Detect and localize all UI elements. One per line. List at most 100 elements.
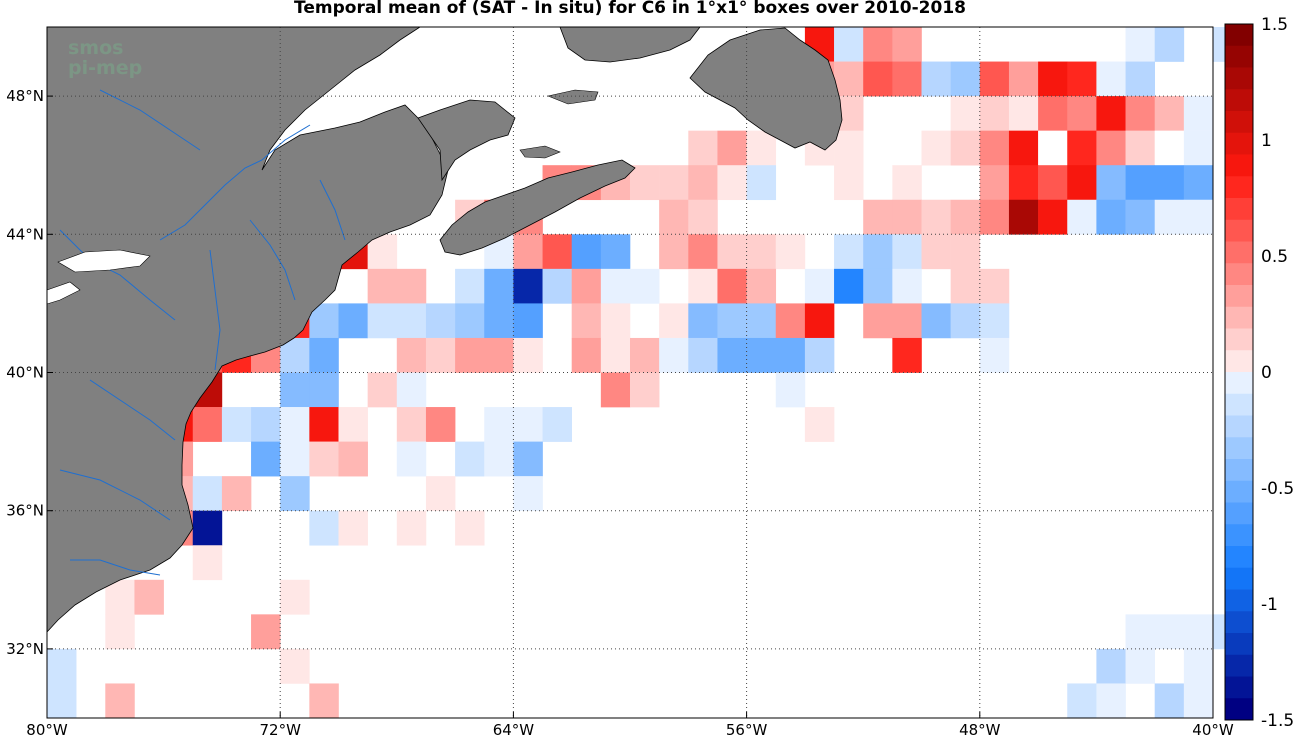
heatmap-cell	[921, 199, 951, 235]
heatmap-cell	[1183, 648, 1214, 684]
heatmap-cell	[688, 130, 718, 166]
heatmap-cell	[47, 683, 77, 719]
heatmap-cell	[251, 614, 281, 650]
heatmap-cell	[513, 268, 543, 304]
heatmap-cell	[863, 61, 893, 97]
colorbar-tick-label: -1.5	[1261, 711, 1294, 731]
heatmap-cell	[775, 234, 806, 270]
x-tick-label: 80°W	[26, 721, 68, 738]
colorbar-tick-label: -0.5	[1261, 479, 1294, 499]
heatmap-cell	[600, 337, 631, 373]
anticosti-island	[546, 89, 599, 105]
heatmap-cell	[47, 648, 77, 684]
colorbar-tick-label: 1	[1261, 131, 1272, 151]
y-tick-label: 32°N	[6, 640, 44, 658]
heatmap-cell	[804, 303, 835, 339]
heatmap-cell	[425, 407, 456, 442]
colorbar-swatch	[1225, 589, 1253, 612]
heatmap-cell	[1096, 61, 1126, 97]
colorbar-swatch	[1225, 306, 1253, 329]
heatmap-cell	[1096, 199, 1126, 235]
heatmap-cell	[280, 441, 310, 477]
heatmap-cell	[367, 268, 398, 304]
heatmap-cell	[834, 268, 864, 304]
heatmap-cell	[1183, 683, 1214, 719]
heatmap-cell	[513, 441, 543, 477]
colorbar-swatch	[1225, 67, 1253, 90]
heatmap-cell	[455, 303, 485, 339]
heatmap-cell	[455, 510, 485, 546]
heatmap-cell	[1154, 27, 1185, 62]
heatmap-cell	[338, 441, 368, 477]
river-6	[99, 89, 201, 151]
watermark-line-1: smos	[68, 37, 124, 59]
heatmap-cell	[659, 199, 689, 235]
heatmap-cell	[484, 268, 514, 304]
heatmap-cell	[630, 337, 660, 373]
chart-title: Temporal mean of (SAT - In situ) for C6 …	[294, 0, 966, 18]
heatmap-cell	[892, 268, 922, 304]
watermark-logo: smos pi-mep	[68, 38, 142, 78]
x-tick-label: 72°W	[259, 721, 301, 738]
heatmap-cell	[309, 337, 339, 373]
heatmap-cell	[1125, 130, 1155, 166]
heatmap-cell	[1154, 130, 1185, 166]
heatmap-cell	[513, 303, 543, 339]
heatmap-cell	[834, 234, 864, 270]
heatmap-cell	[600, 303, 631, 339]
heatmap-cell	[542, 268, 572, 304]
heatmap-cell	[979, 199, 1010, 235]
heatmap-cell	[950, 303, 981, 339]
heatmap-cell	[1125, 96, 1155, 131]
heatmap-cell	[892, 199, 922, 235]
heatmap-cell	[309, 441, 339, 477]
colorbar-swatch	[1225, 698, 1253, 721]
heatmap-cell	[280, 579, 310, 615]
heatmap-cell	[1125, 614, 1155, 650]
heatmap-cell	[513, 476, 543, 511]
heatmap-cell	[863, 234, 893, 270]
heatmap-cell	[921, 234, 951, 270]
heatmap-cell	[1008, 165, 1039, 201]
heatmap-cell	[484, 407, 514, 442]
heatmap-cell	[1154, 165, 1185, 201]
heatmap-cell	[950, 96, 981, 131]
heatmap-cell	[1183, 96, 1214, 131]
land-mass	[46, 26, 843, 634]
y-axis-ticks: 32°N 36°N 40°N 44°N 48°N	[6, 87, 53, 658]
colorbar-swatch	[1225, 567, 1253, 590]
heatmap-cell	[484, 303, 514, 339]
labrador-coast	[559, 26, 701, 63]
heatmap-cell	[979, 303, 1010, 339]
heatmap-cell	[338, 303, 368, 339]
colorbar-swatch	[1225, 546, 1253, 569]
heatmap-cell	[921, 61, 951, 97]
heatmap-cell	[746, 130, 777, 166]
heatmap-cell	[1067, 199, 1097, 235]
heatmap-cell	[804, 268, 835, 304]
heatmap-cell	[1008, 96, 1039, 131]
heatmap-cell	[280, 407, 310, 442]
heatmap-cell	[367, 303, 398, 339]
heatmap-cell	[1183, 199, 1214, 235]
colorbar-swatch	[1225, 437, 1253, 460]
heatmap-cell	[979, 337, 1010, 373]
heatmap-cell	[717, 337, 747, 373]
colorbar-frame	[1224, 23, 1254, 721]
river-1	[59, 229, 176, 321]
heatmap-cell	[1125, 27, 1155, 62]
x-tick-label: 40°W	[1192, 721, 1234, 738]
colorbar-tick-label: -1	[1261, 595, 1278, 615]
heatmap-cell	[892, 303, 922, 339]
heatmap-cell	[746, 303, 777, 339]
colorbar-swatch	[1225, 285, 1253, 308]
heatmap-cell	[717, 165, 747, 201]
heatmap-cell	[1096, 130, 1126, 166]
heatmap-cell	[892, 337, 922, 373]
heatmap-cell	[338, 510, 368, 546]
heatmap-cell	[251, 441, 281, 477]
y-tick-label: 40°N	[6, 364, 44, 382]
colorbar-swatch	[1225, 45, 1253, 68]
heatmap-cell	[1125, 61, 1155, 97]
colorbar-swatch	[1225, 676, 1253, 699]
